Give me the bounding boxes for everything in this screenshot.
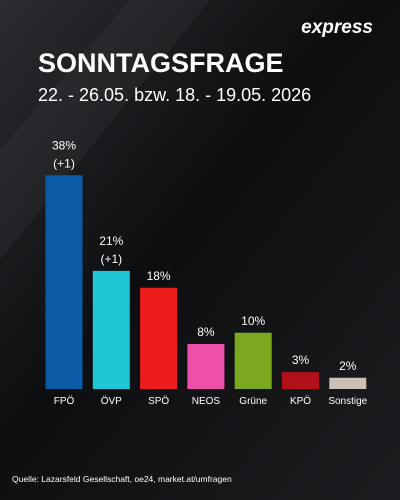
bar	[92, 270, 130, 389]
bar	[45, 175, 83, 389]
value-label: 8%	[197, 325, 215, 339]
change-label: (+1)	[100, 252, 122, 266]
bar	[140, 287, 178, 389]
value-label: 10%	[241, 314, 265, 328]
source: Quelle: Lazarsfeld Gesellschaft, oe24, m…	[12, 474, 232, 484]
value-label: 21%	[99, 234, 123, 248]
x-tick-label: ÖVP	[101, 395, 122, 407]
value-label: 3%	[292, 353, 310, 367]
x-tick-label: NEOS	[192, 396, 221, 407]
x-tick-label: Sonstige	[328, 396, 367, 407]
x-tick-label: FPÖ	[54, 395, 75, 407]
value-label: 18%	[147, 269, 171, 283]
logo: express	[301, 17, 373, 38]
x-tick-label: KPÖ	[290, 395, 311, 407]
x-tick-label: SPÖ	[148, 395, 169, 407]
chart-subtitle: 22. - 26.05. bzw. 18. - 19.05. 2026	[38, 85, 311, 105]
bar	[187, 344, 225, 389]
bar	[234, 332, 272, 389]
value-label: 2%	[339, 359, 357, 373]
bar	[282, 372, 319, 389]
chart-title: SONNTAGSFRAGE	[38, 48, 284, 78]
bar	[329, 377, 367, 389]
x-tick-label: Grüne	[239, 396, 267, 407]
value-label: 38%	[52, 138, 76, 152]
change-label: (+1)	[53, 156, 75, 170]
